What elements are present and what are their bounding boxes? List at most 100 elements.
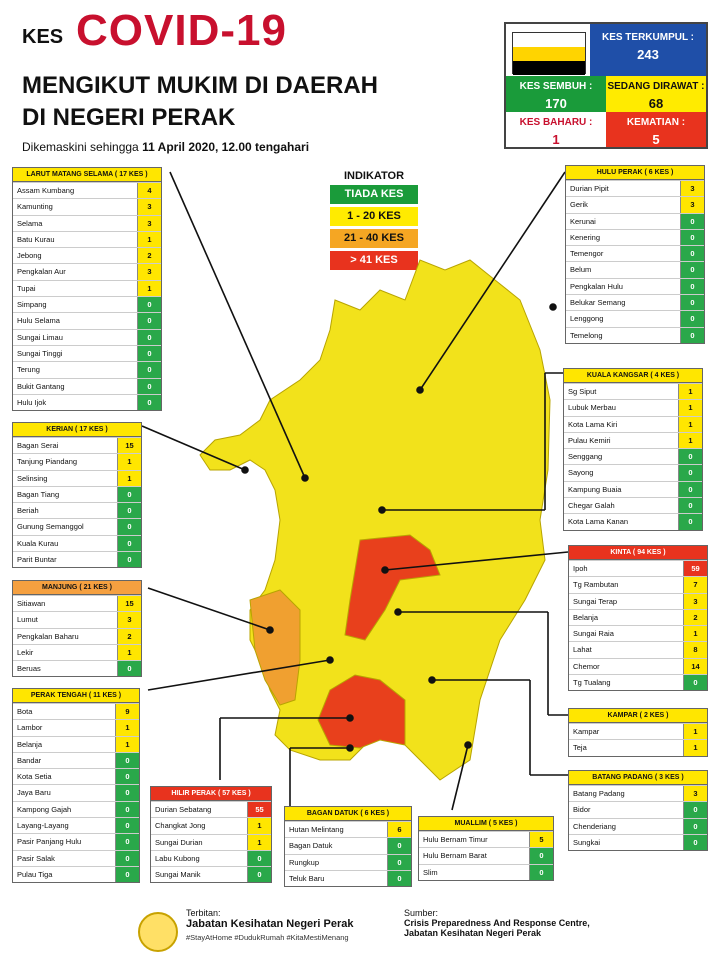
table-row: Tanjung Piandang 1 (13, 453, 141, 470)
mukim-name: Assam Kumbang (17, 186, 75, 195)
table-row: Kampung Buaia 0 (564, 480, 702, 498)
mukim-name: Bukit Gantang (17, 381, 65, 391)
table-row: Sg Siput 1 (564, 383, 702, 400)
mukim-cases: 0 (680, 262, 704, 278)
mukim-cases: 2 (137, 248, 161, 264)
table-row: Lumut 3 (13, 611, 141, 628)
panel-bagan-datuk: BAGAN DATUK ( 6 KES ) Hutan Melintang 6 Bag… (284, 806, 412, 888)
mukim-cases: 0 (680, 311, 704, 327)
table-row: Kuala Kurau 0 (13, 534, 141, 552)
mukim-name: Belanja (17, 739, 43, 749)
table-row: Parit Buntar 0 (13, 551, 141, 568)
mukim-name: Labu Kubong (155, 853, 200, 863)
mukim-cases: 0 (137, 345, 161, 362)
mukim-name: Lubuk Merbau (568, 403, 616, 413)
update-date: 11 April 2020, 12.00 tengahari (142, 140, 310, 154)
stat-dirawat: SEDANG DIRAWAT : 68 (606, 76, 706, 112)
header-title-1: MENGIKUT MUKIM DI DAERAH (22, 72, 378, 99)
jata-crest-icon (138, 912, 178, 952)
mukim-name: Sungai Tinggi (17, 348, 63, 358)
mukim-name: Bagan Tiang (17, 489, 60, 499)
table-row: Sitiawan 15 (13, 595, 141, 612)
mukim-name: Temengor (570, 249, 604, 259)
mukim-cases: 0 (117, 519, 141, 535)
mukim-name: Kampung Buaia (568, 484, 622, 494)
mukim-cases: 0 (117, 552, 141, 568)
panel-title: PERAK TENGAH ( 11 KES ) (13, 689, 139, 703)
table-row: Durian Sebatang 55 (151, 801, 271, 818)
mukim-cases: 0 (683, 834, 707, 851)
mukim-name: Simpang (17, 300, 47, 310)
mukim-cases: 59 (683, 561, 707, 577)
mukim-name: Kota Lama Kanan (568, 517, 629, 527)
table-row: Sungai Durian 1 (151, 833, 271, 850)
table-row: Bagan Datuk 0 (285, 837, 411, 854)
mukim-cases: 0 (137, 394, 161, 411)
mukim-name: Jebong (17, 251, 42, 261)
mukim-cases: 0 (680, 295, 704, 311)
mukim-name: Sungai Limau (17, 332, 63, 342)
mukim-cases: 0 (115, 785, 139, 801)
mukim-cases: 0 (680, 213, 704, 229)
mukim-name: Layang-Layang (17, 821, 69, 831)
panel-hulu-perak: HULU PERAK ( 6 KES ) Durian Pipit 3 Gerik 3 K… (565, 165, 705, 344)
panel-title: KAMPAR ( 2 KES ) (569, 709, 707, 723)
mukim-name: Gunung Semanggol (17, 522, 84, 532)
footer-terbitan: Terbitan: (186, 908, 221, 918)
table-row: Bukit Gantang 0 (13, 377, 161, 394)
mukim-name: Sungai Terap (573, 596, 618, 606)
mukim-name: Sungai Durian (155, 837, 203, 847)
mukim-cases: 3 (680, 197, 704, 213)
mukim-name: Sg Siput (568, 387, 597, 396)
mukim-cases: 1 (137, 231, 161, 248)
footer-hashtags: #StayAtHome #DudukRumah #KitaMestiMenang (186, 933, 349, 942)
mukim-name: Lahat (573, 645, 592, 655)
mukim-name: Kampong Gajah (17, 804, 72, 814)
mukim-name: Durian Sebatang (155, 805, 212, 814)
table-row: Pasir Panjang Hulu 0 (13, 833, 139, 850)
mukim-name: Tg Tualang (573, 678, 611, 688)
table-row: Sungai Manik 0 (151, 866, 271, 883)
indicator-legend: INDIKATOR TIADA KES 1 - 20 KES 21 - 40 K… (330, 170, 418, 270)
mukim-name: Ipoh (573, 564, 588, 573)
indicator-mid: 21 - 40 KES (330, 229, 418, 248)
table-row: Lubuk Merbau 1 (564, 399, 702, 416)
mukim-cases: 3 (683, 593, 707, 609)
table-row: Senggang 0 (564, 448, 702, 465)
stats-box: KES TERKUMPUL : 243 KES SEMBUH : 170 SEDAN… (504, 22, 708, 149)
perak-flag-icon (512, 32, 586, 75)
panel-title: HILIR PERAK ( 57 KES ) (151, 787, 271, 801)
stat-dirawat-value: 68 (648, 96, 664, 111)
indicator-low: 1 - 20 KES (330, 207, 418, 226)
mukim-name: Bidor (573, 805, 591, 815)
mukim-name: Belanja (573, 612, 599, 622)
mukim-cases: 0 (247, 850, 271, 867)
mukim-cases: 0 (117, 661, 141, 677)
table-row: Hulu Ijok 0 (13, 393, 161, 411)
mukim-cases: 3 (137, 199, 161, 215)
table-row: Tupai 1 (13, 279, 161, 297)
mukim-name: Pulau Tiga (17, 869, 53, 879)
mukim-name: Jaya Baru (17, 788, 51, 798)
mukim-name: Belum (570, 265, 592, 275)
mukim-cases: 1 (683, 724, 707, 740)
table-row: Bandar 0 (13, 751, 139, 769)
mukim-name: Kuala Kurau (17, 538, 59, 548)
panel-kuala-kangsar: KUALA KANGSAR ( 4 KES ) Sg Siput 1 Lubuk Me… (563, 368, 703, 531)
table-row: Ipoh 59 (569, 560, 707, 577)
stat-sembuh-label: KES SEMBUH : (519, 81, 593, 92)
table-row: Sungai Terap 3 (569, 592, 707, 609)
mukim-cases: 0 (680, 246, 704, 262)
mukim-name: Sitiawan (17, 599, 46, 608)
panel-perak-tengah: PERAK TENGAH ( 11 KES ) Bota 9 Lambor 1 Belan… (12, 688, 140, 884)
mukim-cases: 0 (247, 867, 271, 883)
mukim-name: Kenering (570, 232, 601, 242)
mukim-cases: 1 (683, 740, 707, 756)
table-row: Tg Tualang 0 (569, 674, 707, 691)
mukim-cases: 1 (678, 400, 702, 416)
mukim-cases: 1 (678, 384, 702, 400)
table-row: Chemor 14 (569, 657, 707, 675)
table-row: Selinsing 1 (13, 469, 141, 486)
table-row: Labu Kubong 0 (151, 849, 271, 867)
